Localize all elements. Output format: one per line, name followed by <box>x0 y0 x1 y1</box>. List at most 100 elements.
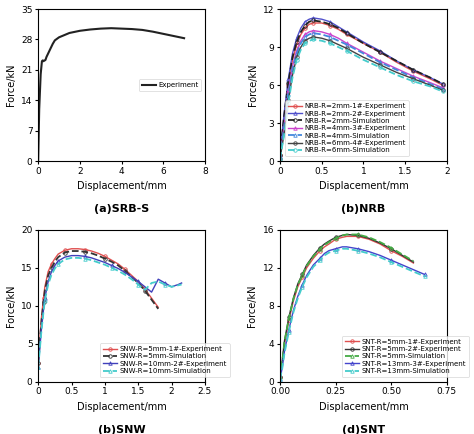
SNW-R=10mm-Simulation <box>169 284 174 289</box>
SNT-R=13mm-3#-Experiment <box>277 376 283 381</box>
SNW-R=5mm-1#-Experiment <box>46 269 51 274</box>
NRB-R=6mm-Simulation <box>294 57 300 62</box>
SNT-R=5mm-2#-Experiment <box>277 375 283 380</box>
SNT-R=5mm-Simulation <box>310 254 316 259</box>
SNW-R=5mm-Simulation <box>36 360 41 365</box>
NRB-R=2mm-Simulation <box>440 81 446 86</box>
SNT-R=13mm-Simulation <box>291 310 296 315</box>
SNW-R=10mm-2#-Experiment <box>36 349 42 354</box>
SNT-R=5mm-Simulation <box>400 252 405 257</box>
SNT-R=5mm-1#-Experiment <box>388 248 394 253</box>
SNT-R=5mm-1#-Experiment <box>333 237 338 242</box>
SNT-R=5mm-Simulation <box>300 273 305 278</box>
Experiment <box>87 27 93 32</box>
NRB-R=2mm-1#-Experiment <box>298 32 304 37</box>
NRB-R=2mm-Simulation <box>285 80 291 85</box>
SNW-R=10mm-2#-Experiment <box>175 282 181 287</box>
NRB-R=4mm-Simulation <box>410 75 416 80</box>
NRB-R=4mm-3#-Experiment <box>377 59 383 64</box>
NRB-R=2mm-Simulation <box>427 75 433 80</box>
NRB-R=2mm-Simulation <box>282 113 287 118</box>
SNT-R=13mm-Simulation <box>322 253 328 258</box>
Line: NRB-R=2mm-2#-Experiment: NRB-R=2mm-2#-Experiment <box>278 16 444 157</box>
NRB-R=2mm-Simulation <box>410 67 416 72</box>
SNT-R=5mm-Simulation <box>304 263 310 269</box>
NRB-R=2mm-Simulation <box>294 39 300 45</box>
NRB-R=4mm-3#-Experiment <box>294 48 300 53</box>
NRB-R=4mm-3#-Experiment <box>410 74 416 79</box>
Line: SNW-R=5mm-1#-Experiment: SNW-R=5mm-1#-Experiment <box>36 247 160 365</box>
SNW-R=10mm-Simulation <box>46 282 51 287</box>
NRB-R=4mm-Simulation <box>440 86 446 92</box>
SNW-R=10mm-2#-Experiment <box>155 276 161 282</box>
Experiment <box>39 59 45 64</box>
NRB-R=2mm-2#-Experiment <box>294 36 300 41</box>
SNT-R=13mm-Simulation <box>279 366 285 371</box>
NRB-R=2mm-2#-Experiment <box>394 59 400 64</box>
NRB-R=2mm-2#-Experiment <box>427 75 433 80</box>
SNW-R=10mm-2#-Experiment <box>42 296 48 301</box>
Experiment <box>42 58 48 63</box>
SNT-R=5mm-1#-Experiment <box>355 234 361 239</box>
NRB-R=6mm-4#-Experiment <box>306 36 312 41</box>
SNW-R=10mm-Simulation <box>142 287 148 293</box>
SNT-R=13mm-Simulation <box>317 257 323 263</box>
SNT-R=5mm-Simulation <box>295 282 301 287</box>
SNW-R=5mm-Simulation <box>55 254 61 260</box>
SNT-R=5mm-1#-Experiment <box>326 241 332 247</box>
NRB-R=2mm-2#-Experiment <box>298 26 304 31</box>
NRB-R=6mm-Simulation <box>344 48 349 53</box>
Experiment <box>38 72 44 77</box>
SNT-R=13mm-Simulation <box>344 246 349 251</box>
SNT-R=5mm-1#-Experiment <box>400 254 405 259</box>
SNW-R=5mm-Simulation <box>46 273 51 278</box>
SNW-R=5mm-1#-Experiment <box>39 315 45 320</box>
Line: NRB-R=2mm-Simulation: NRB-R=2mm-Simulation <box>278 19 444 157</box>
NRB-R=6mm-4#-Experiment <box>440 88 446 93</box>
NRB-R=2mm-2#-Experiment <box>319 16 325 22</box>
SNW-R=10mm-Simulation <box>162 282 168 287</box>
SNT-R=13mm-3#-Experiment <box>279 365 285 370</box>
SNW-R=10mm-Simulation <box>75 255 81 260</box>
SNT-R=13mm-3#-Experiment <box>333 246 338 251</box>
SNT-R=13mm-3#-Experiment <box>400 262 405 267</box>
SNW-R=5mm-1#-Experiment <box>115 261 121 266</box>
NRB-R=2mm-1#-Experiment <box>427 76 433 82</box>
SNW-R=10mm-2#-Experiment <box>169 284 174 289</box>
SNW-R=10mm-Simulation <box>49 272 55 277</box>
Text: (d)SNT: (d)SNT <box>342 424 385 434</box>
SNW-R=10mm-2#-Experiment <box>36 364 41 369</box>
SNW-R=10mm-2#-Experiment <box>109 263 114 268</box>
NRB-R=4mm-3#-Experiment <box>319 29 325 34</box>
SNT-R=13mm-3#-Experiment <box>377 253 383 258</box>
NRB-R=2mm-1#-Experiment <box>294 42 300 47</box>
NRB-R=2mm-2#-Experiment <box>302 19 308 24</box>
NRB-R=4mm-3#-Experiment <box>427 80 433 85</box>
NRB-R=4mm-Simulation <box>394 67 400 72</box>
NRB-R=4mm-3#-Experiment <box>394 66 400 71</box>
SNT-R=5mm-2#-Experiment <box>286 315 292 320</box>
SNT-R=13mm-3#-Experiment <box>326 248 332 253</box>
Text: (b)NRB: (b)NRB <box>341 204 385 214</box>
SNW-R=5mm-1#-Experiment <box>142 286 148 292</box>
NRB-R=6mm-4#-Experiment <box>310 34 316 39</box>
SNT-R=13mm-3#-Experiment <box>317 256 323 261</box>
Line: SNT-R=5mm-1#-Experiment: SNT-R=5mm-1#-Experiment <box>278 235 415 379</box>
SNW-R=5mm-1#-Experiment <box>36 341 42 346</box>
NRB-R=6mm-Simulation <box>361 57 366 62</box>
Experiment <box>41 58 47 63</box>
NRB-R=2mm-1#-Experiment <box>410 69 416 74</box>
NRB-R=2mm-2#-Experiment <box>336 24 341 30</box>
NRB-R=2mm-1#-Experiment <box>310 20 316 26</box>
NRB-R=2mm-Simulation <box>344 30 349 36</box>
NRB-R=6mm-Simulation <box>427 84 433 89</box>
SNT-R=5mm-Simulation <box>388 245 394 250</box>
NRB-R=6mm-Simulation <box>298 47 304 52</box>
SNW-R=5mm-Simulation <box>109 259 114 264</box>
NRB-R=2mm-2#-Experiment <box>285 76 291 82</box>
NRB-R=6mm-4#-Experiment <box>427 82 433 88</box>
SNT-R=13mm-3#-Experiment <box>344 244 349 250</box>
SNT-R=5mm-1#-Experiment <box>322 244 328 250</box>
SNT-R=13mm-Simulation <box>295 296 301 301</box>
SNT-R=13mm-Simulation <box>422 274 428 279</box>
